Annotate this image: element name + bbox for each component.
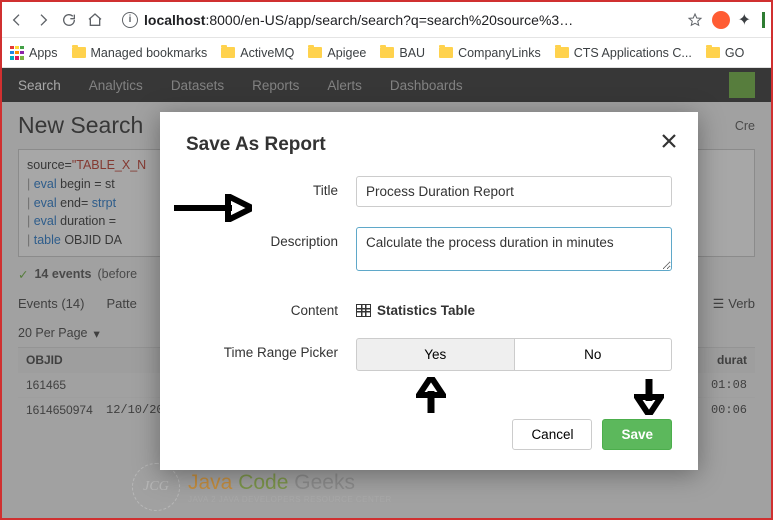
toggle-no[interactable]: No [515,338,673,371]
bookmarks-bar: Apps Managed bookmarks ActiveMQ Apigee B… [2,38,771,68]
stats-table-icon [356,304,371,317]
nav-action-button[interactable] [729,72,755,98]
title-input[interactable] [356,176,672,207]
nav-alerts[interactable]: Alerts [327,78,362,93]
home-icon[interactable] [86,11,104,29]
page-title: New Search [18,112,143,139]
bookmark-item[interactable]: CTS Applications C... [555,46,692,60]
annotation-arrow-icon [172,194,252,222]
browser-toolbar: i localhost:8000/en-US/app/search/search… [2,2,771,38]
folder-icon [72,47,86,58]
time-range-toggle: Yes No [356,338,672,371]
description-label: Description [186,227,356,249]
folder-icon [439,47,453,58]
annotation-arrow-icon [634,377,664,415]
create-link[interactable]: Cre [735,119,755,133]
star-icon[interactable] [686,11,704,29]
apps-label: Apps [29,46,58,60]
col-objid: OBJID [26,353,106,367]
tab-patterns[interactable]: Patte [106,296,136,312]
url-text: localhost:8000/en-US/app/search/search?q… [144,12,574,28]
folder-icon [555,47,569,58]
folder-icon [706,47,720,58]
watermark-logo: JCG Java Code Geeks JAVA 2 JAVA DEVELOPE… [132,463,392,511]
bookmark-item[interactable]: Apigee [308,46,366,60]
extension-icon[interactable] [712,11,730,29]
nav-reports[interactable]: Reports [252,78,299,93]
bookmark-item[interactable]: CompanyLinks [439,46,541,60]
back-icon[interactable] [8,11,26,29]
tab-verbose[interactable]: Verb [728,296,755,311]
save-as-report-dialog: Save As Report Title Description Calcula… [160,112,698,470]
description-input[interactable]: Calculate the process duration in minute… [356,227,672,271]
bookmark-item[interactable]: ActiveMQ [221,46,294,60]
nav-search[interactable]: Search [18,78,61,93]
nav-dashboards[interactable]: Dashboards [390,78,463,93]
time-range-label: Time Range Picker [186,338,356,360]
folder-icon [308,47,322,58]
nav-analytics[interactable]: Analytics [89,78,143,93]
tab-events[interactable]: Events (14) [18,296,84,312]
content-value: Statistics Table [356,296,672,318]
splunk-nav: Search Analytics Datasets Reports Alerts… [2,68,771,102]
apps-shortcut[interactable]: Apps [10,46,58,60]
dialog-title: Save As Report [186,134,672,156]
folder-icon [221,47,235,58]
extension-green-icon[interactable] [762,12,765,28]
address-bar[interactable]: i localhost:8000/en-US/app/search/search… [112,6,678,34]
site-info-icon[interactable]: i [122,12,138,28]
annotation-arrow-icon [416,377,446,415]
forward-icon[interactable] [34,11,52,29]
content-label: Content [186,296,356,318]
bookmark-item[interactable]: GO [706,46,744,60]
bookmark-item[interactable]: Managed bookmarks [72,46,208,60]
cancel-button[interactable]: Cancel [512,419,592,450]
nav-datasets[interactable]: Datasets [171,78,224,93]
toggle-yes[interactable]: Yes [356,338,515,371]
close-icon[interactable] [662,134,676,153]
jcg-badge-icon: JCG [132,463,180,511]
extensions-menu-icon[interactable]: ✦ [738,10,751,30]
folder-icon [380,47,394,58]
apps-icon [10,46,24,60]
check-icon: ✓ [18,267,28,282]
reload-icon[interactable] [60,11,78,29]
bookmark-item[interactable]: BAU [380,46,425,60]
chevron-down-icon: ▾ [94,326,100,341]
save-button[interactable]: Save [602,419,672,450]
